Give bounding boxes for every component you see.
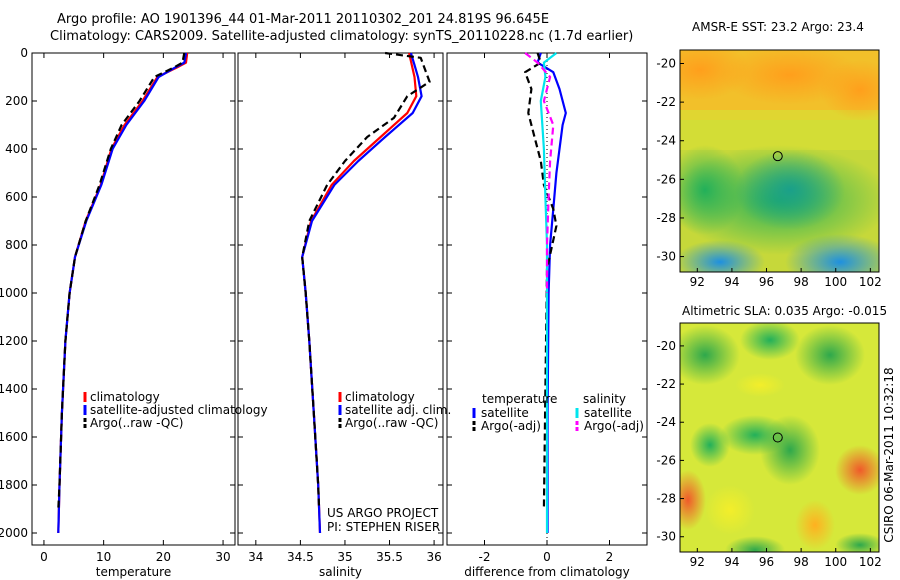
sst-y-tick-label: -20 (656, 57, 676, 71)
sla-y-tick-label: -30 (656, 530, 676, 544)
difference-legend-label: satellite (481, 406, 529, 420)
salinity-axes-frame (237, 52, 444, 546)
salinity-x-tick-label: 34 (248, 550, 263, 564)
salinity-x-tick-label: 35 (337, 550, 352, 564)
temperature-x-tick-label: 10 (96, 550, 111, 564)
sst-y-tick-label: -28 (656, 211, 676, 225)
sla-x-tick-label: 92 (690, 555, 705, 569)
temperature-series-argo-raw-qc- (57, 52, 186, 510)
project-note-line-1: US ARGO PROJECT (327, 506, 439, 520)
difference-legend-label: Argo(-adj) (584, 419, 644, 433)
temperature-x-tick-label: 30 (215, 550, 230, 564)
salinity-x-tick-label: 34.5 (287, 550, 314, 564)
depth-tick-label: 1800 (0, 478, 28, 492)
title-line-1: Argo profile: AO 1901396_44 01-Mar-2011 … (57, 12, 550, 27)
sst-x-tick-label: 100 (824, 275, 847, 289)
salinity-x-tick-label: 36 (426, 550, 441, 564)
temperature-series-climatology (57, 52, 189, 534)
sla-y-tick-label: -28 (656, 492, 676, 506)
temperature-x-axis-label: temperature (96, 565, 171, 579)
temperature-legend-label: Argo(..raw -QC) (90, 416, 183, 430)
temperature-legend-label: satellite-adjusted climatology (90, 403, 268, 417)
salinity-legend-label: Argo(..raw -QC) (345, 416, 438, 430)
difference-legend-temp-title: temperature (482, 392, 557, 406)
sla-x-tick-label: 96 (759, 555, 774, 569)
difference-legend-label: Argo(-adj) (481, 419, 541, 433)
title-line-2: Climatology: CARS2009. Satellite-adjuste… (50, 29, 634, 44)
salinity-series-argo-raw-qc- (301, 51, 431, 510)
sla-map-panel (680, 323, 879, 552)
salinity-x-tick-label: 35.5 (376, 550, 403, 564)
sla-map-title: Altimetric SLA: 0.035 Argo: -0.015 (682, 304, 888, 318)
difference-series-salinity-argo-adj- (524, 52, 555, 293)
sst-x-tick-label: 94 (724, 275, 739, 289)
sst-y-tick-label: -22 (656, 95, 676, 109)
difference-x-tick-label: 0 (543, 550, 551, 564)
temperature-legend-label: climatology (90, 390, 160, 404)
sst-x-tick-label: 98 (793, 275, 808, 289)
depth-tick-label: 600 (5, 190, 28, 204)
temperature-x-tick-label: 20 (156, 550, 171, 564)
difference-x-tick-label: 2 (606, 550, 614, 564)
temperature-x-tick-label: 0 (40, 550, 48, 564)
salinity-legend-label: satellite adj. clim. (345, 403, 451, 417)
temperature-axes-frame (31, 52, 236, 546)
salinity-series-satellite-adj-clim- (301, 52, 423, 534)
sla-y-tick-label: -24 (656, 415, 676, 429)
sla-x-tick-label: 98 (793, 555, 808, 569)
salinity-x-axis-label: salinity (319, 565, 362, 579)
depth-tick-label: 800 (5, 238, 28, 252)
project-note-line-2: PI: STEPHEN RISER (327, 520, 440, 534)
sst-map-panel (680, 50, 879, 272)
difference-x-axis-label: difference from climatology (464, 565, 630, 579)
depth-tick-label: 1200 (0, 334, 28, 348)
sla-y-tick-label: -22 (656, 377, 676, 391)
sst-map-title: AMSR-E SST: 23.2 Argo: 23.4 (692, 20, 864, 34)
sla-x-tick-label: 100 (824, 555, 847, 569)
difference-series-temperature-satellite (536, 52, 567, 533)
sla-float-position-marker (772, 432, 783, 443)
difference-legend-label: satellite (584, 406, 632, 420)
difference-legend-sal-title: salinity (583, 392, 626, 406)
sst-float-position-marker (772, 151, 783, 162)
sst-y-tick-label: -26 (656, 172, 676, 186)
depth-tick-label: 1000 (0, 286, 28, 300)
footer-stamp: CSIRO 06-Mar-2011 10:32:18 (882, 367, 896, 543)
sla-y-tick-label: -26 (656, 453, 676, 467)
depth-tick-label: 1600 (0, 430, 28, 444)
sst-x-tick-label: 96 (759, 275, 774, 289)
depth-tick-label: 0 (20, 46, 28, 60)
depth-tick-label: 2000 (0, 526, 28, 540)
sla-y-tick-label: -20 (656, 339, 676, 353)
sst-x-tick-label: 102 (859, 275, 882, 289)
sla-x-tick-label: 94 (724, 555, 739, 569)
sst-y-tick-label: -30 (656, 250, 676, 264)
salinity-legend-label: climatology (345, 390, 415, 404)
difference-x-tick-label: -2 (479, 550, 491, 564)
depth-tick-label: 200 (5, 94, 28, 108)
sla-x-tick-label: 102 (859, 555, 882, 569)
depth-tick-label: 400 (5, 142, 28, 156)
depth-tick-label: 1400 (0, 382, 28, 396)
sst-x-tick-label: 92 (690, 275, 705, 289)
sst-y-tick-label: -24 (656, 134, 676, 148)
